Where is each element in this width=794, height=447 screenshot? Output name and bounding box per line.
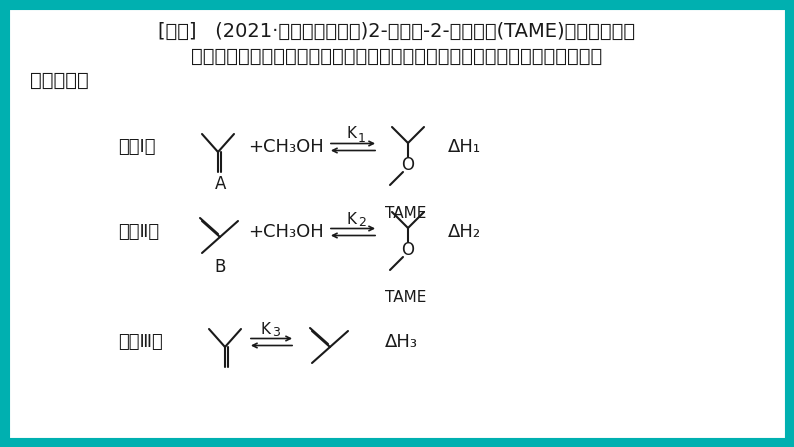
Text: 反应Ⅱ：: 反应Ⅱ： [118, 223, 159, 241]
Text: B: B [214, 258, 225, 276]
Text: ΔH₃: ΔH₃ [385, 333, 418, 351]
Text: 2: 2 [358, 216, 366, 229]
Text: 反应Ⅲ：: 反应Ⅲ： [118, 333, 163, 351]
Text: K: K [346, 211, 356, 227]
Text: A: A [215, 175, 227, 193]
Text: [典例]   (2021·山东选择性考试)2-甲氧基-2-甲基丁烷(TAME)常用作汽油原: [典例] (2021·山东选择性考试)2-甲氧基-2-甲基丁烷(TAME)常用作… [159, 22, 635, 41]
Text: K: K [346, 127, 356, 142]
Text: +CH₃OH: +CH₃OH [248, 138, 324, 156]
Text: 如图反应：: 如图反应： [30, 71, 89, 90]
Text: O: O [402, 156, 414, 174]
Text: 添加剂。在催化剂作用下，可通过甲醇与烯烃的液相反应制得，体系中同时存在: 添加剂。在催化剂作用下，可通过甲醇与烯烃的液相反应制得，体系中同时存在 [191, 47, 603, 66]
Text: O: O [402, 241, 414, 259]
Text: 3: 3 [272, 326, 279, 340]
Text: ΔH₂: ΔH₂ [448, 223, 481, 241]
Text: K: K [260, 321, 270, 337]
Text: 反应Ⅰ：: 反应Ⅰ： [118, 138, 156, 156]
Text: TAME: TAME [385, 291, 426, 305]
Text: ΔH₁: ΔH₁ [448, 138, 481, 156]
Text: TAME: TAME [385, 206, 426, 220]
Text: 1: 1 [358, 131, 366, 144]
Text: +CH₃OH: +CH₃OH [248, 223, 324, 241]
